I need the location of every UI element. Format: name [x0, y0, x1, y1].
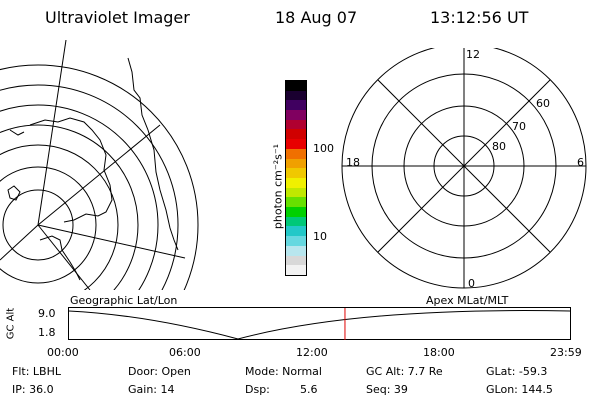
x-tick-1200: 12:00 — [296, 346, 328, 359]
magnetic-map-label: Apex MLat/MLT — [426, 294, 509, 307]
x-tick-1800: 18:00 — [423, 346, 455, 359]
geographic-map — [0, 40, 199, 290]
colorbar-segment — [286, 139, 306, 149]
dsp-value: 5.6 — [300, 383, 318, 396]
altitude-axis-label: GC Alt — [5, 307, 17, 340]
mlt-label-18: 18 — [346, 156, 360, 169]
colorbar-segment — [286, 168, 306, 178]
magnetic-polar-map — [341, 48, 587, 289]
geographic-map-label: Geographic Lat/Lon — [70, 294, 178, 307]
colorbar-segment — [286, 236, 306, 246]
colorbar-segment — [286, 226, 306, 237]
colorbar-unit-label: photon cm⁻²s⁻¹ — [271, 143, 285, 230]
door-status: Door: Open — [128, 365, 191, 378]
colorbar-segment — [286, 148, 306, 159]
colorbar-segment — [286, 207, 306, 217]
filter-status: Flt: LBHL — [12, 365, 61, 378]
mlt-label-6: 6 — [577, 156, 584, 169]
colorbar-segment — [286, 158, 306, 169]
x-tick-2359: 23:59 — [550, 346, 582, 359]
glat-status: GLat: -59.3 — [486, 365, 548, 378]
colorbar-segment — [286, 129, 306, 140]
colorbar-segment — [286, 110, 306, 120]
colorbar-segment — [286, 80, 306, 91]
colorbar-segment — [286, 187, 306, 198]
colorbar-segment — [286, 265, 306, 275]
colorbar — [285, 80, 307, 276]
x-tick-0600: 06:00 — [169, 346, 201, 359]
lat-label-70: 70 — [512, 120, 526, 133]
colorbar-segment — [286, 119, 306, 130]
colorbar-segment — [286, 100, 306, 111]
altitude-max-label: 9.0 — [38, 307, 56, 320]
mlt-label-0: 0 — [468, 277, 475, 290]
colorbar-segment — [286, 255, 306, 266]
colorbar-segment — [286, 177, 306, 188]
lat-label-60: 60 — [536, 97, 550, 110]
colorbar-segment — [286, 216, 306, 227]
colorbar-segment — [286, 245, 306, 256]
ip-status: IP: 36.0 — [12, 383, 54, 396]
altitude-plot — [68, 307, 571, 340]
coastline-outline — [7, 57, 179, 281]
time-label: 13:12:56 UT — [430, 8, 529, 27]
seq-status: Seq: 39 — [366, 383, 408, 396]
lat-label-80: 80 — [492, 140, 506, 153]
date-label: 18 Aug 07 — [275, 8, 358, 27]
x-tick-0000: 00:00 — [47, 346, 79, 359]
gc-alt-status: GC Alt: 7.7 Re — [366, 365, 443, 378]
colorbar-tick-100: 100 — [313, 142, 334, 155]
glon-status: GLon: 144.5 — [486, 383, 553, 396]
dsp-label: Dsp: — [245, 383, 270, 396]
instrument-title: Ultraviolet Imager — [45, 8, 190, 27]
colorbar-tick-10: 10 — [313, 230, 327, 243]
mode-status: Mode: Normal — [245, 365, 322, 378]
altitude-min-label: 1.8 — [38, 326, 56, 339]
colorbar-segment — [286, 197, 306, 208]
mlt-label-12: 12 — [466, 48, 480, 61]
colorbar-segment — [286, 90, 306, 101]
gain-status: Gain: 14 — [128, 383, 175, 396]
